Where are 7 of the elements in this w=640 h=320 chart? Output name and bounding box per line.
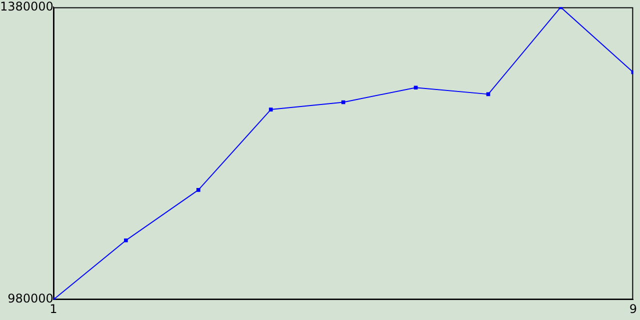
point [196, 188, 200, 192]
point [414, 86, 418, 90]
point [268, 108, 273, 112]
x-tick-label: 1 [50, 302, 58, 316]
y-tick-label: 1380000 [0, 0, 54, 14]
x-tick-label: 9 [629, 302, 638, 316]
point [124, 238, 128, 242]
